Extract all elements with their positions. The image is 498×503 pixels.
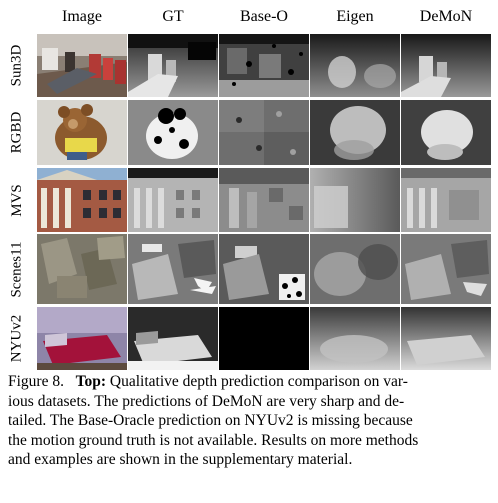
row-label-rgbd: RGBD bbox=[6, 100, 28, 165]
caption-line-4: the motion ground truth is not available… bbox=[8, 431, 492, 451]
base-o-nyuv2-missing bbox=[219, 307, 309, 370]
demon-sun3d-depth bbox=[401, 34, 491, 97]
caption-line-3: tailed. The Base-Oracle prediction on NY… bbox=[8, 411, 492, 431]
caption-line-5: and examples are shown in the supplement… bbox=[8, 450, 492, 470]
caption-line-1: Qualitative depth prediction comparison … bbox=[106, 373, 408, 390]
image-scenes11-rgb bbox=[37, 234, 127, 304]
image-sun3d-rgb bbox=[37, 34, 127, 97]
base-o-sun3d-depth bbox=[219, 34, 309, 97]
column-header-image: Image bbox=[37, 6, 127, 28]
image-nyuv2-rgb bbox=[37, 307, 127, 370]
caption-figure-number: Figure 8. bbox=[8, 373, 64, 390]
column-header-eigen: Eigen bbox=[310, 6, 400, 28]
base-o-rgbd-depth bbox=[219, 100, 309, 165]
column-header-gt: GT bbox=[128, 6, 218, 28]
eigen-nyuv2-depth bbox=[310, 307, 400, 370]
base-o-scenes11-depth bbox=[219, 234, 309, 304]
eigen-rgbd-depth bbox=[310, 100, 400, 165]
gt-sun3d-depth bbox=[128, 34, 218, 97]
demon-rgbd-depth bbox=[401, 100, 491, 165]
figure-caption: Figure 8. Top: Qualitative depth predict… bbox=[8, 372, 492, 470]
gt-mvs-depth bbox=[128, 168, 218, 232]
demon-scenes11-depth bbox=[401, 234, 491, 304]
gt-nyuv2-depth bbox=[128, 307, 218, 370]
gt-rgbd-depth bbox=[128, 100, 218, 165]
eigen-sun3d-depth bbox=[310, 34, 400, 97]
row-label-nyuv2: NYUv2 bbox=[6, 307, 28, 370]
row-label-scenes11: Scenes11 bbox=[6, 234, 28, 304]
column-header-demon: DeMoN bbox=[401, 6, 491, 28]
image-mvs-rgb bbox=[37, 168, 127, 232]
eigen-scenes11-depth bbox=[310, 234, 400, 304]
base-o-mvs-depth bbox=[219, 168, 309, 232]
gt-scenes11-depth bbox=[128, 234, 218, 304]
row-label-sun3d: Sun3D bbox=[6, 34, 28, 97]
image-rgbd-rgb bbox=[37, 100, 127, 165]
column-header-base-o: Base-O bbox=[219, 6, 309, 28]
demon-mvs-depth bbox=[401, 168, 491, 232]
caption-line-2: ious datasets. The predictions of DeMoN … bbox=[8, 392, 492, 412]
row-label-mvs: MVS bbox=[6, 168, 28, 232]
demon-nyuv2-depth bbox=[401, 307, 491, 370]
caption-bold-lead: Top: bbox=[76, 373, 106, 390]
eigen-mvs-depth bbox=[310, 168, 400, 232]
